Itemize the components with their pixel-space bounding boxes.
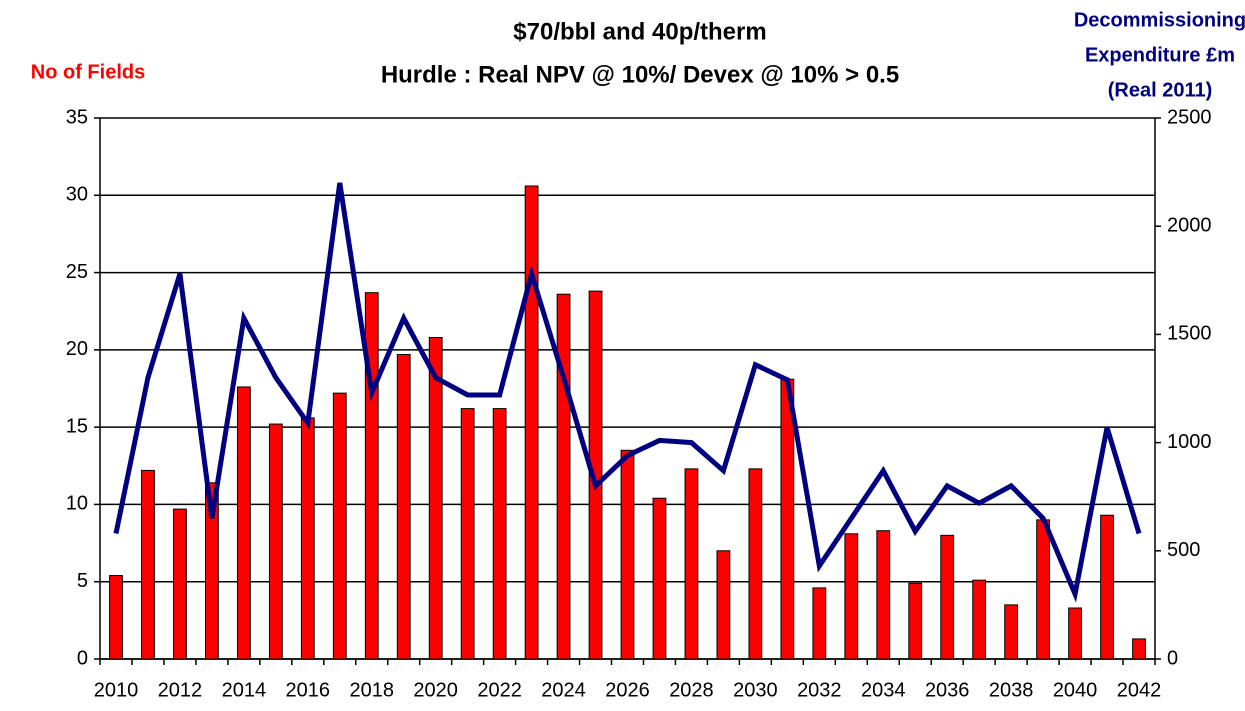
line — [113, 182, 1142, 603]
x-tick-label: 2010 — [94, 679, 139, 701]
bar — [300, 417, 315, 660]
x-tick-label: 2024 — [541, 679, 586, 701]
y-tick-label: 10 — [66, 493, 88, 515]
y-tick-label: 25 — [66, 261, 88, 283]
bar — [109, 575, 123, 660]
y2-axis-label: Expenditure £m — [1085, 44, 1235, 66]
bar — [524, 185, 539, 660]
x-tick-label: 2028 — [669, 679, 714, 701]
y-tick-label: 5 — [77, 570, 88, 592]
y-tick-label: 35 — [66, 106, 88, 128]
bar — [1132, 638, 1146, 660]
x-tick-label: 2020 — [413, 679, 458, 701]
bar — [556, 293, 571, 660]
bar — [428, 336, 443, 660]
x-tick-label: 2036 — [925, 679, 970, 701]
y2-tick-label: 500 — [1167, 539, 1200, 561]
bar — [268, 423, 283, 660]
y-tick-label: 20 — [66, 338, 88, 360]
bar — [908, 582, 923, 660]
chart-title: $70/bbl and 40p/therm — [513, 18, 766, 45]
bar — [588, 290, 603, 660]
x-tick-label: 2032 — [797, 679, 842, 701]
bar — [972, 579, 987, 660]
bar — [332, 392, 347, 660]
bar — [716, 550, 731, 660]
x-tick-label: 2030 — [733, 679, 778, 701]
bar — [940, 534, 955, 660]
bar — [1036, 519, 1051, 660]
bar — [620, 449, 635, 660]
bar — [652, 497, 667, 660]
x-tick-label: 2038 — [989, 679, 1034, 701]
bar — [236, 386, 251, 660]
x-tick-label: 2014 — [222, 679, 267, 701]
bar — [748, 468, 763, 660]
bar — [1068, 607, 1082, 660]
bar — [205, 482, 219, 660]
bar — [460, 408, 475, 660]
x-tick-label: 2042 — [1117, 679, 1162, 701]
bar — [1004, 604, 1019, 660]
bar — [812, 587, 827, 660]
x-tick-label: 2040 — [1053, 679, 1098, 701]
y-tick-label: 15 — [66, 415, 88, 437]
x-tick-label: 2018 — [349, 679, 394, 701]
bar — [780, 378, 795, 660]
chart-subtitle: Hurdle : Real NPV @ 10%/ Devex @ 10% > 0… — [381, 61, 899, 88]
x-tick-label: 2022 — [477, 679, 522, 701]
bar — [844, 533, 859, 660]
x-tick-label: 2034 — [861, 679, 906, 701]
bar — [141, 469, 155, 660]
y2-tick-label: 0 — [1167, 647, 1178, 669]
x-tick-label: 2016 — [286, 679, 331, 701]
y2-tick-label: 2500 — [1167, 106, 1212, 128]
y2-axis-label: (Real 2011) — [1108, 79, 1213, 101]
bar — [684, 468, 699, 660]
y2-tick-label: 2000 — [1167, 214, 1212, 236]
y2-axis-label: Decommissioning — [1074, 9, 1245, 31]
y2-tick-label: 1000 — [1167, 431, 1212, 453]
bar — [1100, 514, 1114, 660]
y-tick-label: 30 — [66, 184, 88, 206]
bar — [492, 408, 507, 660]
bar — [173, 508, 187, 660]
y2-tick-label: 1500 — [1167, 323, 1212, 345]
bar — [396, 353, 411, 660]
y-tick-label: 0 — [77, 647, 88, 669]
bar — [876, 530, 891, 660]
y-axis-label: No of Fields — [31, 61, 145, 83]
x-tick-label: 2012 — [158, 679, 203, 701]
x-tick-label: 2026 — [605, 679, 650, 701]
